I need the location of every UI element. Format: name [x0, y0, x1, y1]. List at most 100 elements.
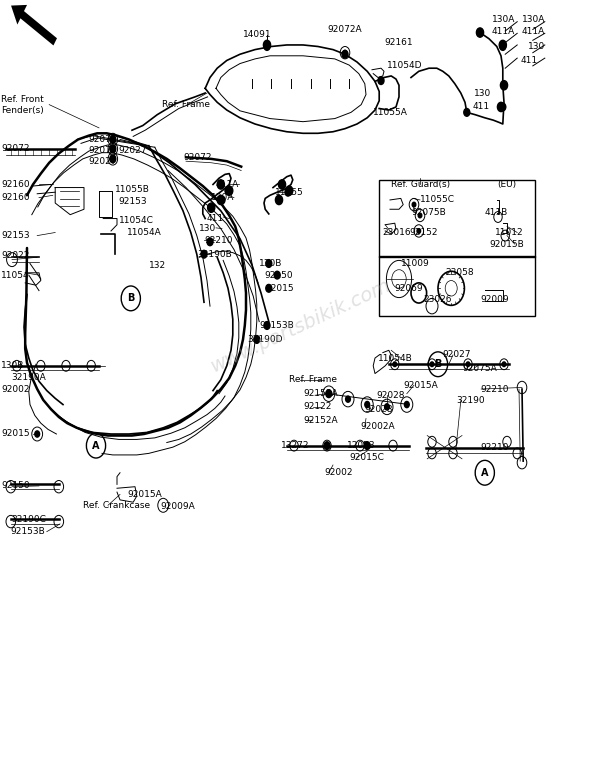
- Text: 11054B: 11054B: [378, 353, 413, 363]
- Text: 11055: 11055: [275, 188, 304, 197]
- Text: 92075: 92075: [89, 135, 118, 144]
- Text: 92002: 92002: [1, 384, 30, 394]
- Circle shape: [500, 43, 506, 50]
- Text: 411: 411: [207, 214, 224, 223]
- Circle shape: [324, 442, 330, 449]
- Circle shape: [264, 322, 270, 329]
- Text: 411: 411: [473, 102, 490, 111]
- Circle shape: [364, 442, 370, 449]
- Circle shape: [497, 102, 505, 112]
- Circle shape: [365, 401, 370, 408]
- Circle shape: [266, 284, 272, 292]
- Circle shape: [111, 157, 115, 161]
- Text: 92153: 92153: [1, 231, 30, 240]
- Circle shape: [219, 196, 225, 204]
- Text: 92122: 92122: [303, 402, 331, 412]
- Circle shape: [111, 146, 115, 151]
- Circle shape: [464, 109, 470, 116]
- Circle shape: [111, 137, 115, 142]
- Bar: [379, 256, 535, 316]
- Text: 92028: 92028: [377, 391, 406, 400]
- Circle shape: [263, 40, 271, 50]
- Text: 92027: 92027: [443, 350, 472, 360]
- Text: 130B: 130B: [1, 361, 25, 370]
- Circle shape: [208, 203, 215, 212]
- Circle shape: [466, 362, 470, 367]
- Circle shape: [500, 103, 506, 111]
- Text: 11054D: 11054D: [387, 60, 422, 70]
- Text: 92027: 92027: [89, 157, 118, 166]
- Text: www.partsbikik.com: www.partsbikik.com: [207, 275, 393, 376]
- Circle shape: [218, 181, 224, 188]
- Text: Ref. Front: Ref. Front: [1, 95, 44, 104]
- Circle shape: [500, 81, 508, 90]
- Text: Ref. Frame: Ref. Frame: [162, 100, 210, 109]
- Text: 11055A: 11055A: [373, 108, 408, 117]
- Text: 92009A: 92009A: [161, 501, 196, 511]
- Text: 11054A: 11054A: [127, 228, 162, 237]
- Text: 92210: 92210: [480, 384, 509, 394]
- Circle shape: [274, 271, 280, 279]
- Circle shape: [217, 195, 224, 205]
- Text: 14091: 14091: [242, 30, 271, 40]
- Text: 411A: 411A: [522, 26, 545, 36]
- Circle shape: [502, 362, 506, 367]
- Text: 32190D: 32190D: [247, 335, 283, 344]
- Circle shape: [266, 260, 272, 267]
- Circle shape: [378, 77, 384, 84]
- Text: 23026: 23026: [423, 294, 452, 304]
- Text: 92161: 92161: [384, 38, 413, 47]
- Circle shape: [226, 186, 233, 195]
- Text: 130: 130: [474, 88, 491, 98]
- Circle shape: [342, 50, 348, 58]
- Text: 130: 130: [199, 224, 217, 233]
- Text: B: B: [127, 294, 134, 303]
- Circle shape: [343, 50, 347, 55]
- Text: 411: 411: [521, 56, 538, 65]
- Circle shape: [275, 195, 283, 205]
- Circle shape: [326, 391, 331, 397]
- Text: 92150: 92150: [1, 481, 30, 491]
- Text: 92028: 92028: [365, 405, 394, 414]
- Text: 130B: 130B: [259, 259, 283, 268]
- Circle shape: [110, 145, 116, 153]
- Text: 92015C: 92015C: [349, 453, 384, 462]
- Circle shape: [207, 238, 213, 246]
- Text: 92015: 92015: [1, 429, 30, 439]
- Text: 92150: 92150: [264, 270, 293, 280]
- Text: 92072A: 92072A: [327, 25, 362, 34]
- Text: 11055B: 11055B: [115, 185, 150, 195]
- Circle shape: [286, 186, 293, 195]
- Text: 130: 130: [528, 42, 545, 51]
- Circle shape: [385, 404, 389, 410]
- Text: 23016: 23016: [383, 228, 412, 237]
- Text: 92072: 92072: [1, 144, 30, 153]
- Text: 13272: 13272: [281, 441, 310, 450]
- Text: 411A: 411A: [216, 180, 239, 189]
- Text: A: A: [481, 468, 488, 477]
- Text: 411A: 411A: [492, 26, 515, 36]
- Text: 92015: 92015: [266, 284, 295, 293]
- Circle shape: [393, 362, 397, 367]
- Text: 92075A: 92075A: [462, 363, 497, 373]
- Text: 92022: 92022: [1, 251, 29, 260]
- Text: Ref. Frame: Ref. Frame: [289, 375, 337, 384]
- Text: 92015B: 92015B: [489, 239, 524, 249]
- Text: 92153B: 92153B: [259, 321, 294, 330]
- Text: 92160: 92160: [1, 193, 30, 202]
- Circle shape: [285, 188, 291, 196]
- Text: 92072: 92072: [183, 153, 212, 162]
- Text: Fender(s): Fender(s): [1, 105, 44, 115]
- FancyArrow shape: [11, 5, 57, 46]
- Text: 11054: 11054: [1, 270, 30, 280]
- Text: 11055C: 11055C: [420, 195, 455, 205]
- Text: 92075: 92075: [89, 146, 118, 155]
- Circle shape: [418, 213, 422, 218]
- Text: 132: 132: [149, 261, 166, 270]
- Text: B: B: [434, 360, 442, 369]
- Text: 92002: 92002: [324, 468, 353, 477]
- Circle shape: [254, 336, 260, 343]
- Text: Ref. Crankcase: Ref. Crankcase: [83, 501, 150, 510]
- Circle shape: [279, 181, 285, 188]
- Circle shape: [201, 250, 207, 258]
